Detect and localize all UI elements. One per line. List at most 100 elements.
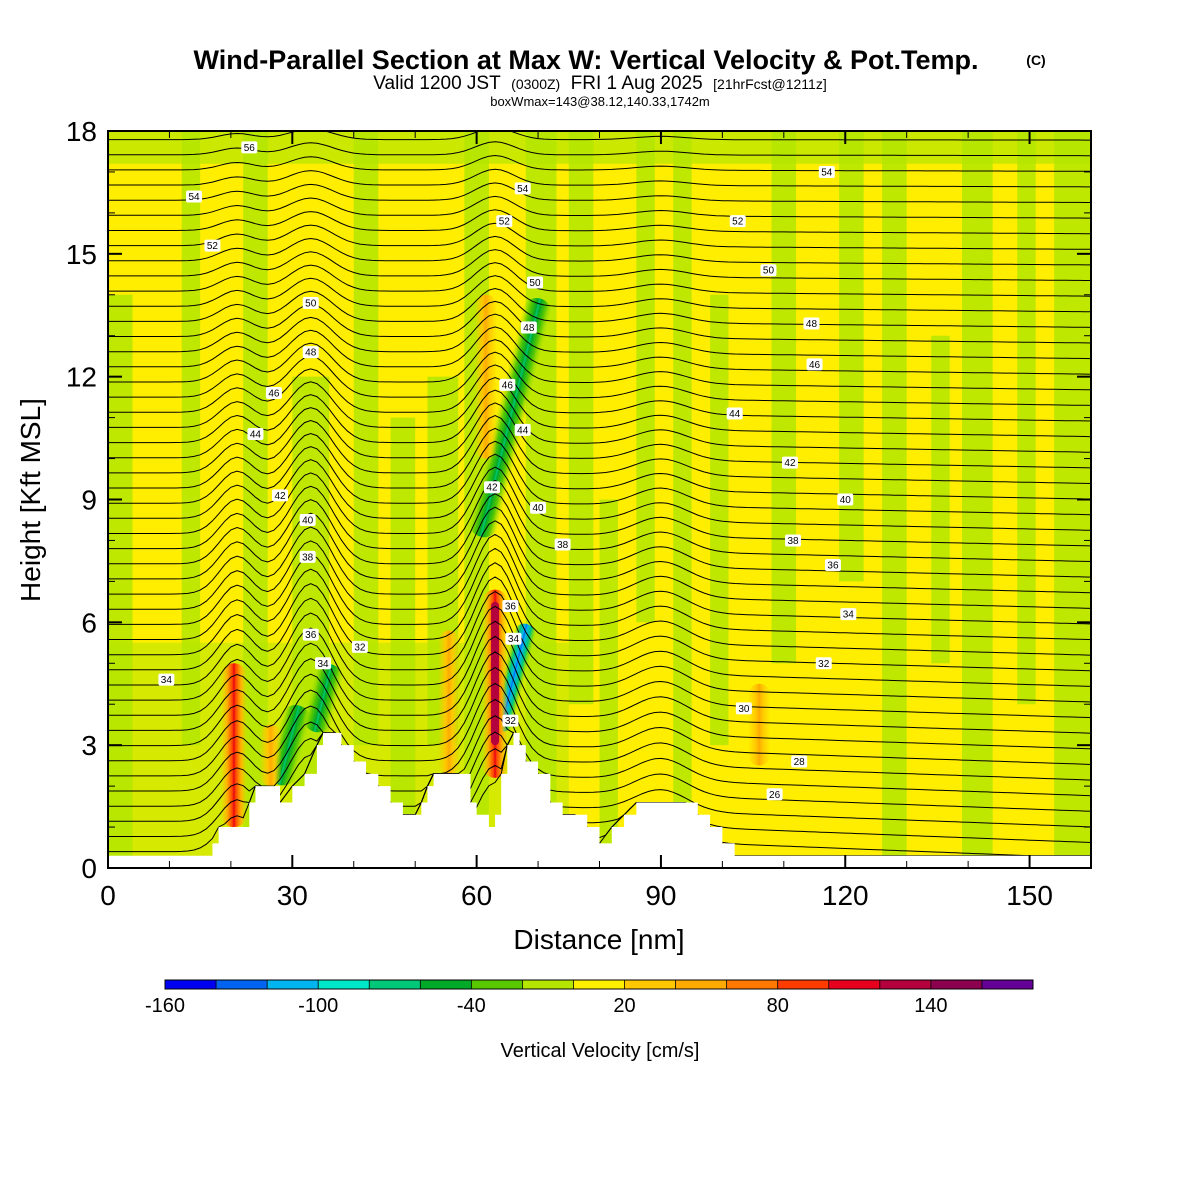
isentrope-label: 28 <box>791 755 808 768</box>
isentrope-label: 32 <box>815 657 832 670</box>
isentrope-label: 54 <box>186 190 203 203</box>
svg-text:46: 46 <box>502 380 514 391</box>
chart-valid-line: Valid 1200 JST (0300Z) FRI 1 Aug 2025 [2… <box>373 73 826 94</box>
isentrope-line <box>108 235 1091 266</box>
svg-text:50: 50 <box>305 298 317 309</box>
svg-text:32: 32 <box>818 659 830 670</box>
colorbar-swatch <box>216 980 268 989</box>
svg-text:48: 48 <box>523 323 535 334</box>
colorbar-swatch <box>777 980 830 989</box>
isentrope-label: 40 <box>530 501 547 514</box>
isentrope-label: 46 <box>265 387 282 400</box>
isentrope-line <box>108 427 1091 500</box>
svg-text:34: 34 <box>508 634 520 645</box>
svg-text:30: 30 <box>738 704 750 715</box>
colorbar-frame <box>164 979 1034 990</box>
isentrope-line <box>108 300 1091 344</box>
isentrope-line <box>108 339 1091 391</box>
isentrope-line <box>108 182 1091 203</box>
isentrope-line <box>108 493 1091 578</box>
isentrope-label: 48 <box>803 317 820 330</box>
y-tick-label: 12 <box>66 362 97 393</box>
isentrope-line <box>108 154 1091 172</box>
colorbar-tick-label: 80 <box>767 995 789 1017</box>
isentrope-label: 56 <box>241 141 258 154</box>
svg-text:46: 46 <box>268 389 280 400</box>
isentrope-label: 48 <box>302 346 319 359</box>
isentrope-line <box>108 222 1091 250</box>
isentrope-label: 36 <box>302 628 319 641</box>
svg-text:54: 54 <box>821 167 833 178</box>
chart-title-block: Wind-Parallel Section at Max W: Vertical… <box>194 45 1046 109</box>
y-tick-label: 6 <box>81 607 97 638</box>
isentrope-label: 34 <box>158 673 175 686</box>
svg-text:50: 50 <box>529 278 541 289</box>
isentrope-label: 52 <box>496 215 513 228</box>
x-tick-label: 60 <box>461 880 492 911</box>
x-axis: 0 30 60 90 120 150 <box>100 131 1092 911</box>
svg-text:36: 36 <box>827 561 839 572</box>
isentrope-line <box>108 576 1091 672</box>
svg-text:32: 32 <box>354 642 366 653</box>
y-tick-label: 9 <box>81 485 97 516</box>
isentrope-line <box>108 698 1091 797</box>
isentrope-line <box>108 682 1091 781</box>
isentrope-contours <box>108 131 1091 857</box>
isentrope-label: 40 <box>837 493 854 506</box>
isentrope-line <box>108 195 1091 219</box>
isentrope-line <box>108 131 1091 141</box>
isentrope-line <box>108 326 1091 375</box>
isentrope-label: 44 <box>726 407 743 420</box>
colorbar-swatch <box>624 980 677 989</box>
svg-text:34: 34 <box>161 675 173 686</box>
colorbar-swatch <box>369 980 421 989</box>
colorbar-tick-label: -40 <box>457 995 486 1017</box>
colorbar: -160 -100 -40 20 80 140 <box>145 979 1034 1017</box>
isentrope-label: 38 <box>785 534 802 547</box>
isentrope-line <box>108 275 1091 313</box>
y-tick-label: 18 <box>66 116 97 147</box>
svg-text:38: 38 <box>787 536 799 547</box>
x-tick-label: 90 <box>645 880 676 911</box>
colorbar-tick-label: -100 <box>298 995 338 1017</box>
isentrope-line <box>108 209 1091 235</box>
isentrope-line <box>108 635 1091 734</box>
colorbar-swatch <box>165 980 217 989</box>
valid-date: FRI 1 Aug 2025 <box>571 73 703 94</box>
x-tick-label: 150 <box>1006 880 1053 911</box>
isentrope-line <box>108 389 1091 453</box>
colorbar-swatch <box>675 980 728 989</box>
isentrope-label: 38 <box>554 538 571 551</box>
updraft-cell <box>259 724 282 787</box>
isentrope-label: 50 <box>526 276 543 289</box>
isentrope-label: 50 <box>760 264 777 277</box>
isentrope-label: 34 <box>505 632 522 645</box>
updraft-cell <box>437 630 460 774</box>
isentrope-label: 42 <box>483 481 500 494</box>
svg-text:36: 36 <box>305 630 317 641</box>
velocity-band <box>568 131 594 705</box>
isentrope-label: 30 <box>735 702 752 715</box>
isentrope-line <box>108 376 1091 438</box>
svg-text:36: 36 <box>505 601 517 612</box>
isentrope-label: 46 <box>806 358 823 371</box>
isentrope-label: 50 <box>302 296 319 309</box>
svg-text:38: 38 <box>302 552 314 563</box>
svg-text:44: 44 <box>729 409 741 420</box>
isentrope-line <box>108 562 1091 656</box>
isentrope-line <box>108 364 1091 422</box>
isentrope-line <box>108 520 1091 609</box>
isentrope-label: 42 <box>272 489 289 502</box>
isentrope-line <box>108 591 1091 687</box>
velocity-band <box>931 335 950 664</box>
isentrope-line <box>108 453 1091 531</box>
svg-text:48: 48 <box>806 319 818 330</box>
velocity-band <box>710 294 729 746</box>
colorbar-swatch <box>573 980 626 989</box>
downdraft-cell <box>303 663 343 733</box>
svg-text:28: 28 <box>794 757 806 768</box>
velocity-band <box>636 131 655 623</box>
isentrope-line <box>108 479 1091 562</box>
x-tick-label: 0 <box>100 880 116 911</box>
